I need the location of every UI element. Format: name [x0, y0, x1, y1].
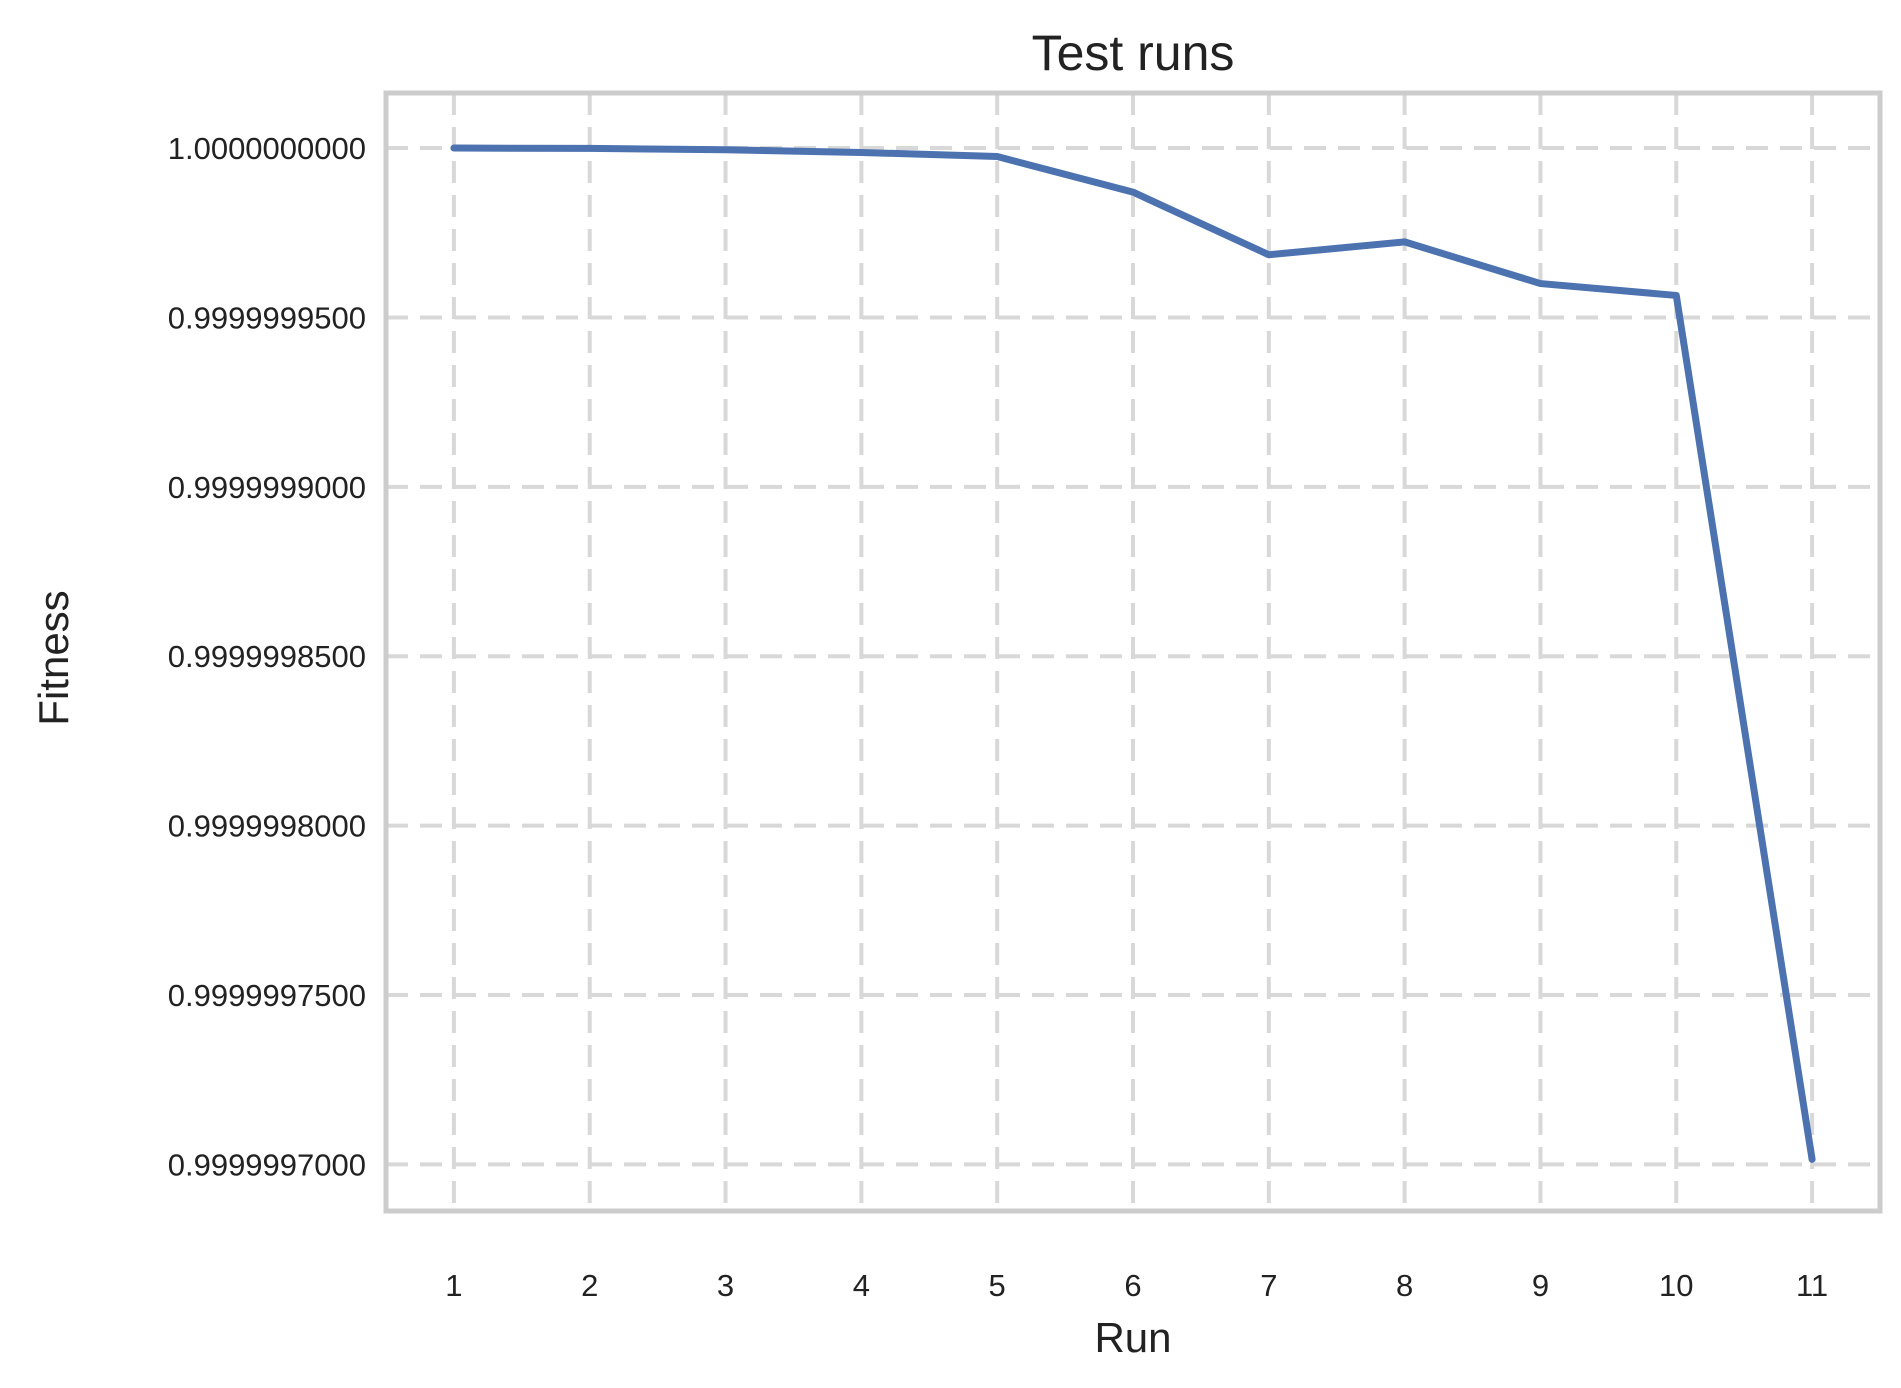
x-tick-label: 5 [989, 1268, 1006, 1303]
y-tick-label: 0.9999998000 [168, 809, 366, 844]
x-tick-label: 4 [853, 1268, 870, 1303]
x-tick-label: 8 [1396, 1268, 1413, 1303]
y-tick-label: 0.9999997000 [168, 1147, 366, 1182]
y-tick-label: 0.9999999000 [168, 470, 366, 505]
series-line-fitness [450, 144, 1816, 1163]
chart-title: Test runs [1032, 25, 1235, 81]
y-tick-label: 1.0000000000 [168, 131, 366, 166]
plot-frame [383, 90, 1883, 1214]
x-axis-label: Run [1094, 1314, 1171, 1361]
x-tick-label: 7 [1260, 1268, 1277, 1303]
y-axis-ticks: 1.0000000000 0.9999999500 0.9999999000 0.99… [168, 131, 366, 1182]
x-tick-label: 11 [1796, 1268, 1828, 1303]
y-axis-label: Fitness [30, 590, 77, 725]
x-tick-label: 9 [1532, 1268, 1549, 1303]
x-tick-label: 2 [581, 1268, 598, 1303]
y-tick-label: 0.9999999500 [168, 300, 366, 335]
x-tick-label: 10 [1659, 1268, 1693, 1303]
x-axis-ticks: 1 2 3 4 5 6 7 8 9 10 11 [445, 1268, 1828, 1303]
y-tick-label: 0.9999998500 [168, 639, 366, 674]
grid [386, 93, 1880, 1211]
y-tick-label: 0.9999997500 [168, 978, 366, 1013]
x-tick-label: 1 [445, 1268, 462, 1303]
x-tick-label: 6 [1124, 1268, 1141, 1303]
x-tick-label: 3 [717, 1268, 734, 1303]
